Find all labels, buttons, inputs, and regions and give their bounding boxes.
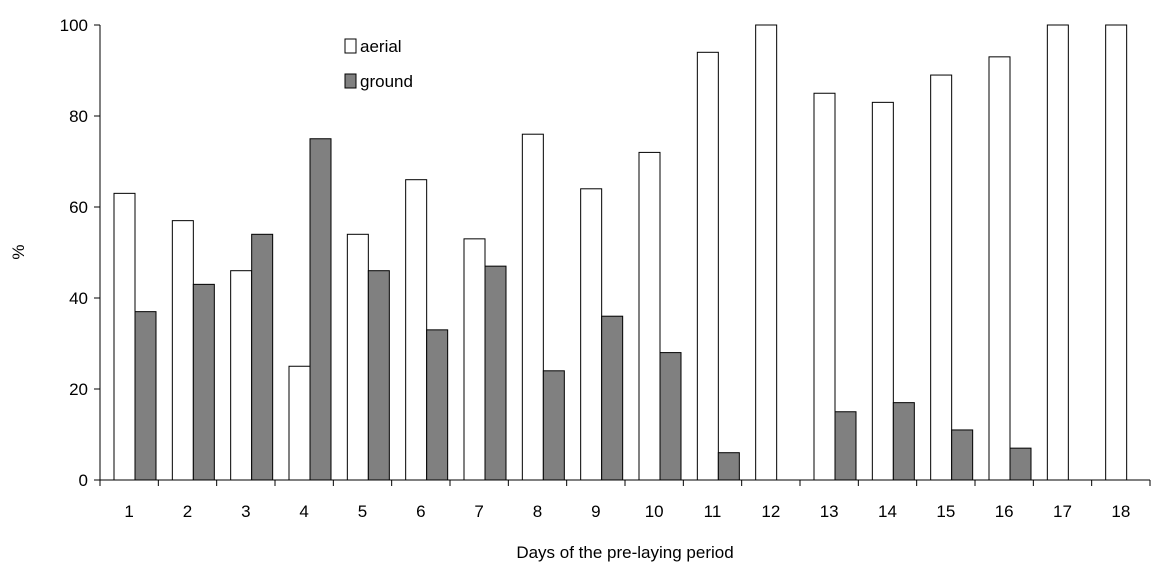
y-tick-label: 20: [69, 380, 88, 399]
bar-ground-6: [426, 329, 449, 481]
bar-ground-4: [309, 138, 332, 481]
bar-ground-14: [892, 402, 915, 481]
legend-label-ground: ground: [360, 72, 413, 91]
bar-aerial-7: [463, 238, 486, 481]
bar-ground-11: [717, 452, 740, 481]
x-tick-label: 2: [183, 502, 192, 521]
bar-aerial-2: [171, 220, 194, 481]
bar-ground-7: [484, 265, 507, 481]
bar-aerial-3: [230, 270, 253, 481]
bar-ground-2: [192, 283, 215, 481]
y-axis-label: %: [9, 244, 28, 259]
x-tick-label: 7: [474, 502, 483, 521]
bar-ground-13: [834, 411, 857, 481]
x-tick-label: 15: [936, 502, 955, 521]
bar-aerial-11: [696, 51, 719, 481]
bar-ground-9: [601, 315, 624, 481]
bar-ground-3: [251, 233, 274, 481]
bar-aerial-8: [521, 133, 544, 481]
x-tick-label: 17: [1053, 502, 1072, 521]
bar-aerial-14: [871, 101, 894, 481]
x-tick-label: 16: [995, 502, 1014, 521]
legend-swatch-ground: [344, 73, 357, 89]
bar-aerial-16: [988, 56, 1011, 481]
x-tick-label: 11: [704, 502, 722, 521]
bar-aerial-18: [1105, 24, 1128, 481]
x-tick-label: 9: [591, 502, 600, 521]
x-tick-label: 10: [645, 502, 664, 521]
x-tick-label: 14: [878, 502, 897, 521]
legend-label-aerial: aerial: [360, 37, 402, 56]
x-tick-label: 3: [241, 502, 250, 521]
legend-swatch-aerial: [344, 38, 357, 54]
bar-aerial-15: [930, 74, 953, 481]
x-tick-label: 4: [299, 502, 308, 521]
bar-ground-15: [951, 429, 974, 481]
bar-aerial-13: [813, 92, 836, 481]
bar-aerial-1: [113, 192, 136, 481]
x-tick-label: 8: [533, 502, 542, 521]
y-tick-label: 60: [69, 198, 88, 217]
bar-ground-16: [1009, 447, 1032, 481]
x-axis-label: Days of the pre-laying period: [516, 543, 733, 562]
legend: aerial ground: [344, 37, 413, 91]
x-tick-label: 12: [761, 502, 780, 521]
bar-ground-10: [659, 352, 682, 481]
y-tick-label: 100: [60, 16, 88, 35]
bar-ground-5: [367, 270, 390, 481]
bar-ground-1: [134, 311, 157, 481]
x-tick-label: 6: [416, 502, 425, 521]
plot-area: [113, 24, 1128, 481]
y-tick-label: 40: [69, 289, 88, 308]
bar-aerial-4: [288, 365, 311, 481]
bar-aerial-10: [638, 151, 661, 481]
bar-aerial-9: [580, 188, 603, 481]
x-tick-label: 5: [358, 502, 367, 521]
x-tick-label: 1: [124, 502, 133, 521]
x-tick-label: 13: [820, 502, 839, 521]
bar-aerial-12: [755, 24, 778, 481]
bar-aerial-17: [1046, 24, 1069, 481]
y-tick-label: 0: [79, 471, 88, 490]
bar-aerial-5: [346, 233, 369, 481]
bar-ground-8: [542, 370, 565, 481]
bar-aerial-6: [405, 179, 428, 481]
x-tick-label: 18: [1111, 502, 1130, 521]
y-tick-label: 80: [69, 107, 88, 126]
